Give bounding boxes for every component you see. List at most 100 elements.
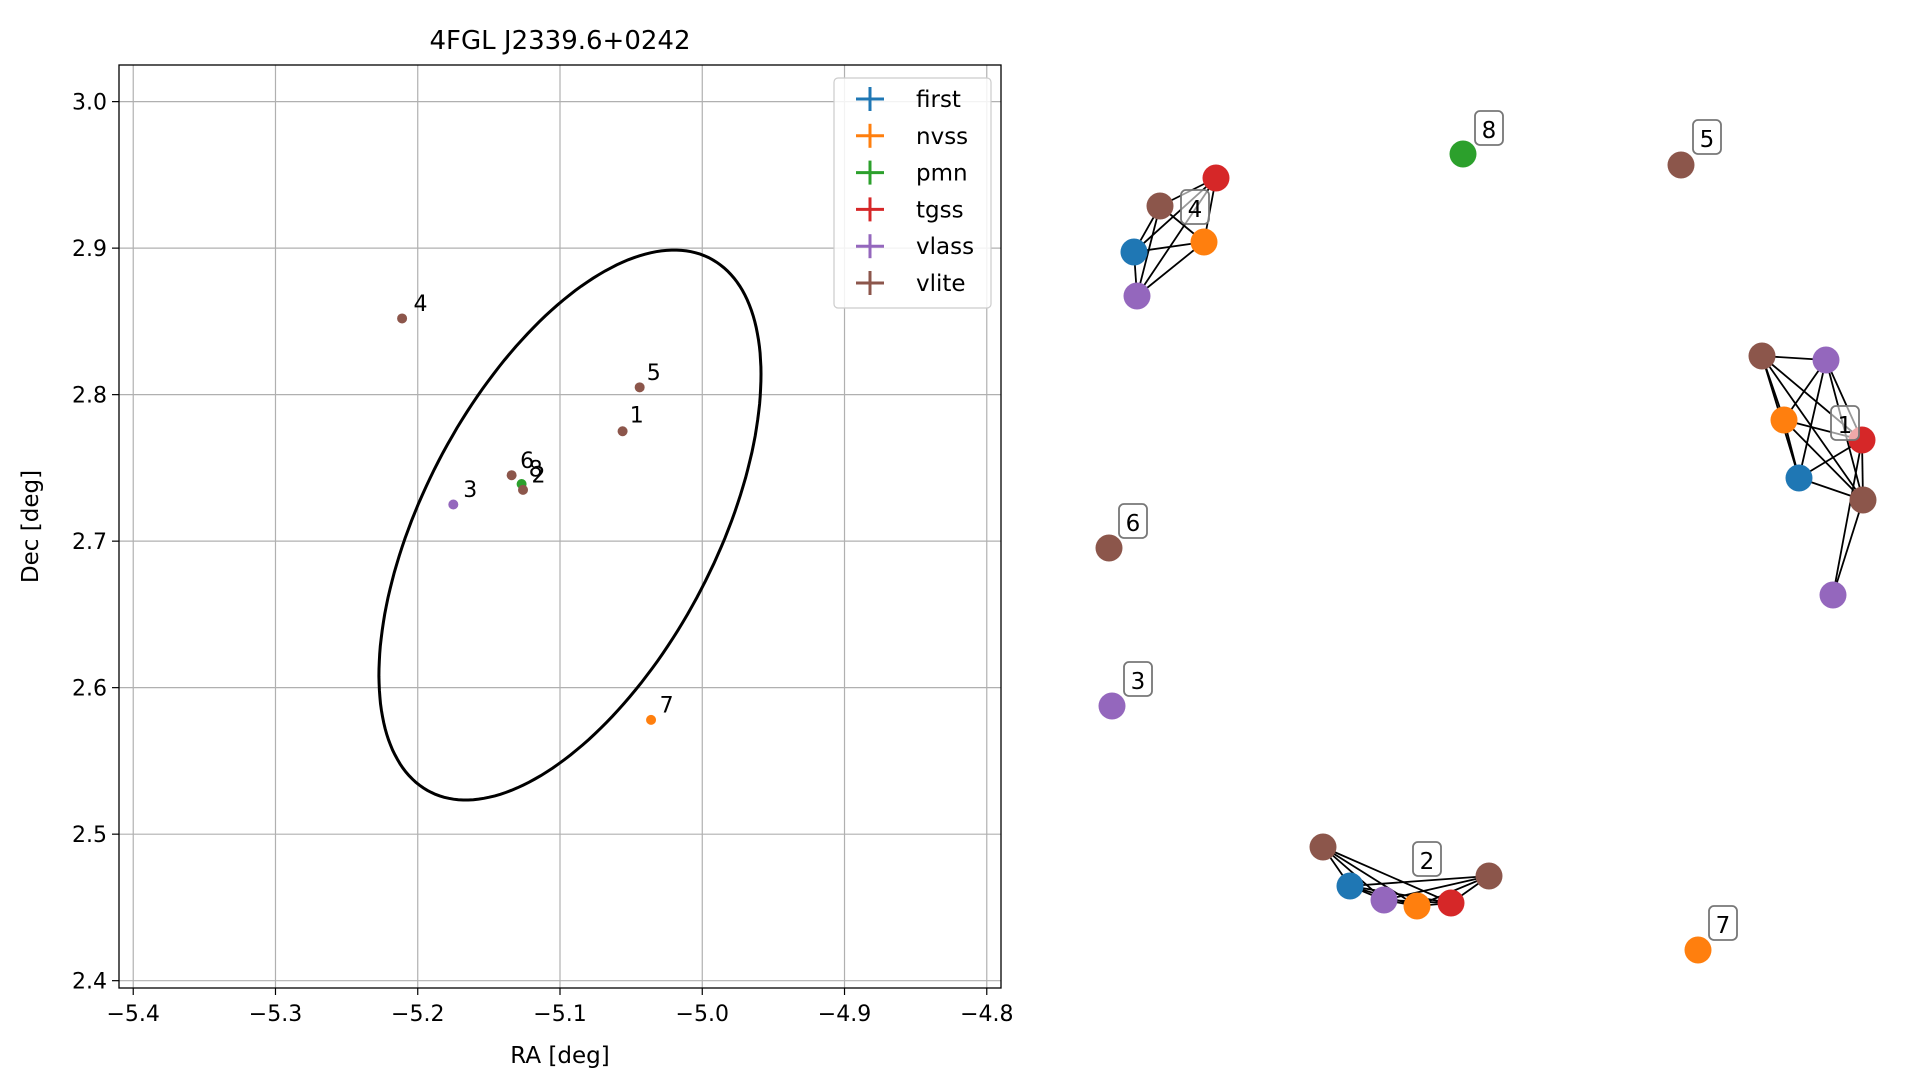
point-annotation: 7 (660, 694, 674, 719)
network-node-vlite (1309, 833, 1337, 861)
y-tick-label: 2.8 (72, 384, 107, 409)
y-tick-label: 2.6 (72, 677, 107, 702)
network-node-vlite (1849, 486, 1877, 514)
network-panel: 1 2 3 4 5 6 7 8 (1095, 110, 1877, 964)
data-point-vlite (506, 470, 517, 481)
network-edge (1832, 499, 1864, 596)
x-tick-label: −5.3 (249, 1002, 302, 1027)
network-nodes (1095, 140, 1877, 964)
point-annotation: 4 (413, 292, 427, 317)
data-point-vlite (617, 426, 628, 437)
x-tick-label: −5.1 (533, 1002, 586, 1027)
group-label-box (1123, 661, 1153, 697)
error-ellipse-layer (377, 248, 763, 802)
network-node-first (1785, 464, 1813, 492)
data-point-vlite (634, 382, 645, 393)
y-tick-label: 2.9 (72, 237, 107, 262)
point-annotation: 2 (532, 464, 546, 489)
legend-label: first (916, 87, 961, 113)
x-tick-label: −5.0 (676, 1002, 729, 1027)
network-edge (1322, 846, 1452, 904)
network-node-nvss (1403, 892, 1431, 920)
group-label-box (1474, 110, 1504, 146)
grid-lines (119, 65, 1001, 988)
network-edge (1783, 419, 1864, 501)
network-group-labels: 1 2 3 4 5 6 7 8 (1118, 110, 1860, 941)
chart-title: 4FGL J2339.6+0242 (430, 26, 691, 56)
group-label-box (1412, 841, 1442, 877)
group-label: 1 (1838, 413, 1853, 439)
network-edge (1832, 439, 1863, 596)
data-point-vlite (518, 484, 529, 495)
legend: first nvss pmn tgss vlass vlite (833, 77, 992, 309)
x-axis-label: RA [deg] (510, 1043, 609, 1069)
y-tick-label: 2.4 (72, 970, 107, 995)
network-edge (1798, 359, 1827, 479)
network-node-vlite (1667, 151, 1695, 179)
network-node-vlass (1819, 581, 1847, 609)
group-label: 3 (1131, 669, 1146, 695)
network-node-tgss (1202, 164, 1230, 192)
data-points (397, 313, 657, 725)
network-node-first (1336, 872, 1364, 900)
group-label-box (1692, 119, 1722, 155)
x-tick-label: −5.4 (107, 1002, 160, 1027)
group-label: 6 (1126, 511, 1141, 537)
data-point-nvss (646, 714, 657, 725)
legend-label: nvss (916, 124, 968, 150)
network-node-nvss (1190, 228, 1218, 256)
network-node-first (1120, 238, 1148, 266)
legend-item-first: first (856, 87, 961, 113)
network-node-vlass (1370, 886, 1398, 914)
network-node-tgss (1437, 889, 1465, 917)
point-annotations: 4 51 682 3 7 (413, 292, 673, 718)
network-node-nvss (1684, 936, 1712, 964)
y-tick-label: 3.0 (72, 91, 107, 116)
point-annotation: 1 (630, 403, 644, 428)
network-node-vlite (1146, 192, 1174, 220)
point-annotation: 5 (647, 361, 661, 386)
network-node-vlite (1748, 342, 1776, 370)
legend-label: vlite (916, 271, 966, 297)
network-edge (1349, 885, 1452, 904)
y-tick-label: 2.7 (72, 530, 107, 555)
x-tick-label: −5.2 (391, 1002, 444, 1027)
axis-ticks: −5.4 −5.3 −5.2 −5.1 −5.0 −4.9 −4.8 2.4 2.5 2.6 2.7… (72, 91, 1013, 1027)
axes-frame (118, 64, 1002, 989)
data-point-vlass (448, 499, 459, 510)
group-label: 8 (1482, 118, 1497, 144)
legend-item-vlite: vlite (856, 271, 966, 297)
group-label: 7 (1716, 913, 1731, 939)
point-annotation: 8 (529, 458, 543, 483)
group-label-box (1830, 405, 1860, 441)
point-annotation: 6 (520, 449, 534, 474)
x-tick-label: −4.9 (818, 1002, 871, 1027)
network-node-vlite (1095, 534, 1123, 562)
group-label-box (1118, 503, 1148, 539)
scatter-panel: 4 51 682 3 7 −5.4 −5.3 −5.2 −5.1 −5.0 −4.9 −4.8 2.4… (18, 26, 1013, 1069)
legend-item-vlass: vlass (856, 234, 974, 260)
network-node-nvss (1770, 406, 1798, 434)
legend-items: first nvss pmn tgss vlass vlite (856, 87, 974, 297)
network-node-vlass (1098, 692, 1126, 720)
y-axis-label: Dec [deg] (18, 470, 44, 583)
network-edge (1136, 205, 1161, 297)
error-ellipse (377, 248, 763, 802)
group-label-box (1180, 189, 1210, 225)
network-node-vlass (1812, 346, 1840, 374)
point-annotation: 3 (463, 478, 477, 503)
group-label: 4 (1188, 197, 1203, 223)
legend-box (833, 77, 992, 309)
legend-label: vlass (916, 234, 974, 260)
legend-item-nvss: nvss (856, 123, 968, 150)
legend-item-pmn: pmn (856, 160, 968, 187)
group-label: 5 (1700, 127, 1715, 153)
network-edge (1349, 875, 1490, 887)
network-edge (1136, 241, 1205, 297)
group-label-box (1708, 905, 1738, 941)
network-node-vlite (1475, 862, 1503, 890)
x-tick-label: −4.8 (960, 1002, 1013, 1027)
legend-label: pmn (916, 161, 968, 187)
network-edge (1383, 875, 1490, 901)
